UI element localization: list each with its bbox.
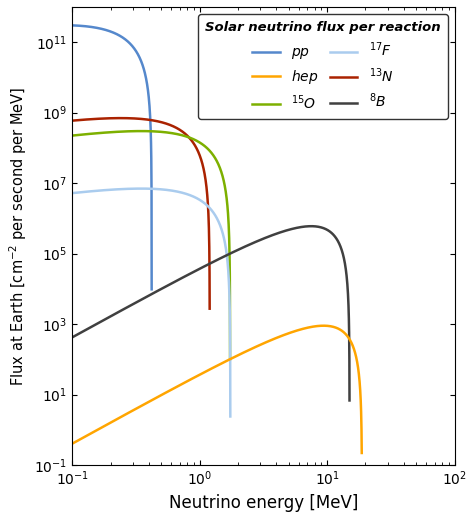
X-axis label: Neutrino energy [MeV]: Neutrino energy [MeV] [169,494,358,512]
Legend: $pp$, $hep$, $^{15}O$, $^{17}F$, $^{13}N$, $^{8}B$: $pp$, $hep$, $^{15}O$, $^{17}F$, $^{13}N… [198,14,447,119]
Y-axis label: Flux at Earth [cm$^{-2}$ per second per MeV]: Flux at Earth [cm$^{-2}$ per second per … [7,86,28,386]
